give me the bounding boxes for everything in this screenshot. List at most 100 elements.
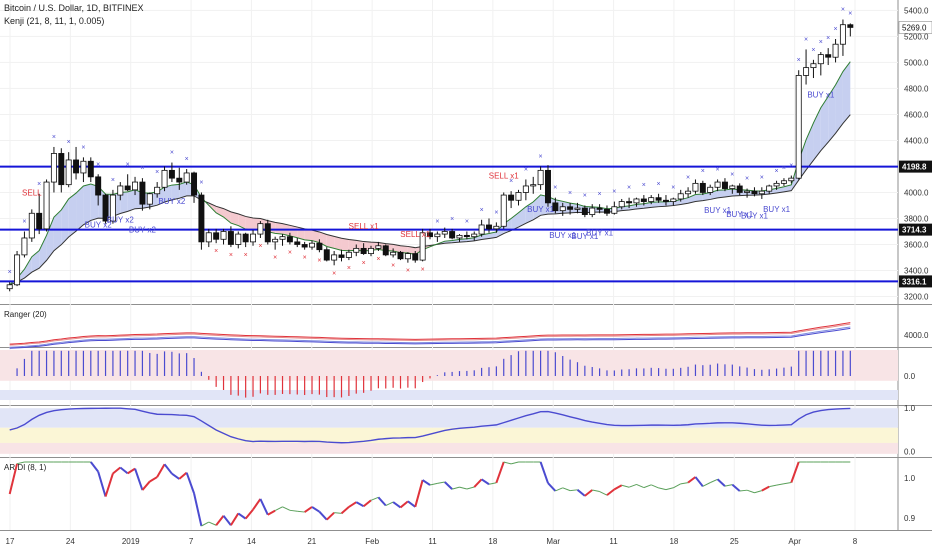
candle-body [294,241,301,245]
ma-cloud-segment [31,250,40,273]
candle-body [611,206,618,214]
candle-body [810,63,817,69]
x-tick-label: 11 [428,537,437,546]
ardi-line-segment [326,511,335,521]
candle-body [279,236,286,240]
ardi-line-segment [282,506,291,511]
signal-marker: × [826,35,830,42]
signal-marker: × [642,182,646,189]
ardi-line-segment [790,461,800,483]
signal-marker: × [782,165,786,172]
ardi-line-segment [104,473,114,497]
candle-body [449,231,456,239]
candle-body [397,251,404,260]
level-price-tag [899,223,932,236]
candle-body [161,169,168,188]
signal-marker: × [811,47,815,54]
ardi-line-segment [495,461,505,484]
candle-body [766,185,773,192]
ardi-line-segment [97,471,107,497]
signal-marker: × [730,172,734,179]
ardi-line-segment [628,483,637,488]
candle-body [227,231,234,245]
candle-body [58,153,65,186]
ardi-line-segment [112,466,121,475]
signal-marker: × [450,216,454,223]
msi-lower-zone [0,390,898,400]
signal-marker: × [553,185,557,192]
ardi-line-segment [636,484,645,489]
candle-body [316,242,323,251]
candle-body [640,198,647,202]
ardi-line-segment [481,478,490,486]
signal-marker: × [391,262,395,269]
candle-body [773,182,780,187]
level-price-tag [899,275,932,288]
buy-signal-label: BUY x1 [726,210,754,219]
y-tick-label: 5400.0 [904,6,929,15]
ardi-line-segment [739,489,748,492]
candle-body [581,207,588,215]
ardi-line-segment [119,466,129,475]
ardi-line-segment [769,484,777,488]
ma-cloud-segment [61,198,69,245]
ardi-line-segment [776,483,785,486]
ma-cloud-segment [688,194,696,204]
ma-cloud-segment [223,208,231,224]
candle-body [390,251,397,256]
x-tick-label: 7 [189,537,194,546]
signal-marker: × [612,189,616,196]
indicator-y-tick: 0.0 [904,448,916,457]
candle-body [515,192,522,201]
ma-cloud-segment [120,191,128,214]
ardi-line-segment [340,506,350,515]
x-tick-label: 18 [488,537,497,546]
candle-body [205,232,212,243]
candle-body [618,201,625,208]
signal-marker: × [303,255,307,262]
candle-body [146,193,153,205]
ranger-band-line [9,322,851,345]
ardi-line-segment [318,511,328,521]
ardi-line-segment [193,493,203,527]
candle-body [780,180,787,184]
ardi-line-segment [267,509,276,516]
ardi-line-segment [503,461,512,465]
candle-body [242,233,249,243]
candle-body [124,185,131,191]
candle-body [736,185,743,193]
x-tick-label: 2019 [122,537,140,546]
y-tick-label: 4600.0 [904,110,929,119]
candle-body [412,253,419,261]
ardi-line-segment [377,496,387,507]
ardi-line-segment [171,472,180,480]
ma-cloud-segment [245,216,254,231]
ma-cloud-segment [46,217,54,261]
signal-marker: × [568,190,572,197]
ardi-line-segment [422,479,431,486]
ardi-line-segment [215,515,225,526]
buy-signal-label: BUY x1 [586,228,614,237]
signal-marker: × [760,174,764,181]
candle-body [847,24,854,28]
signal-marker: × [598,191,602,198]
ardi-line-segment [385,501,394,506]
ma-cloud-segment [393,244,401,253]
candle-body [603,208,610,214]
y-tick-label: 4800.0 [904,84,929,93]
x-tick-label: 14 [247,537,256,546]
candle-body [692,182,699,192]
y-tick-label: 3400.0 [904,266,929,275]
signal-marker: × [494,209,498,216]
candle-body [795,75,802,179]
candle-body [633,198,640,204]
ardi-line-segment [244,508,254,520]
indicator-title: Kenji (21, 8, 11, 1, 0.005) [4,16,105,26]
candle-body [154,186,161,195]
ardi-line-segment [334,512,342,514]
ma-cloud-segment [127,189,136,212]
candle-body [404,253,411,260]
ma-cloud-segment [304,228,313,241]
